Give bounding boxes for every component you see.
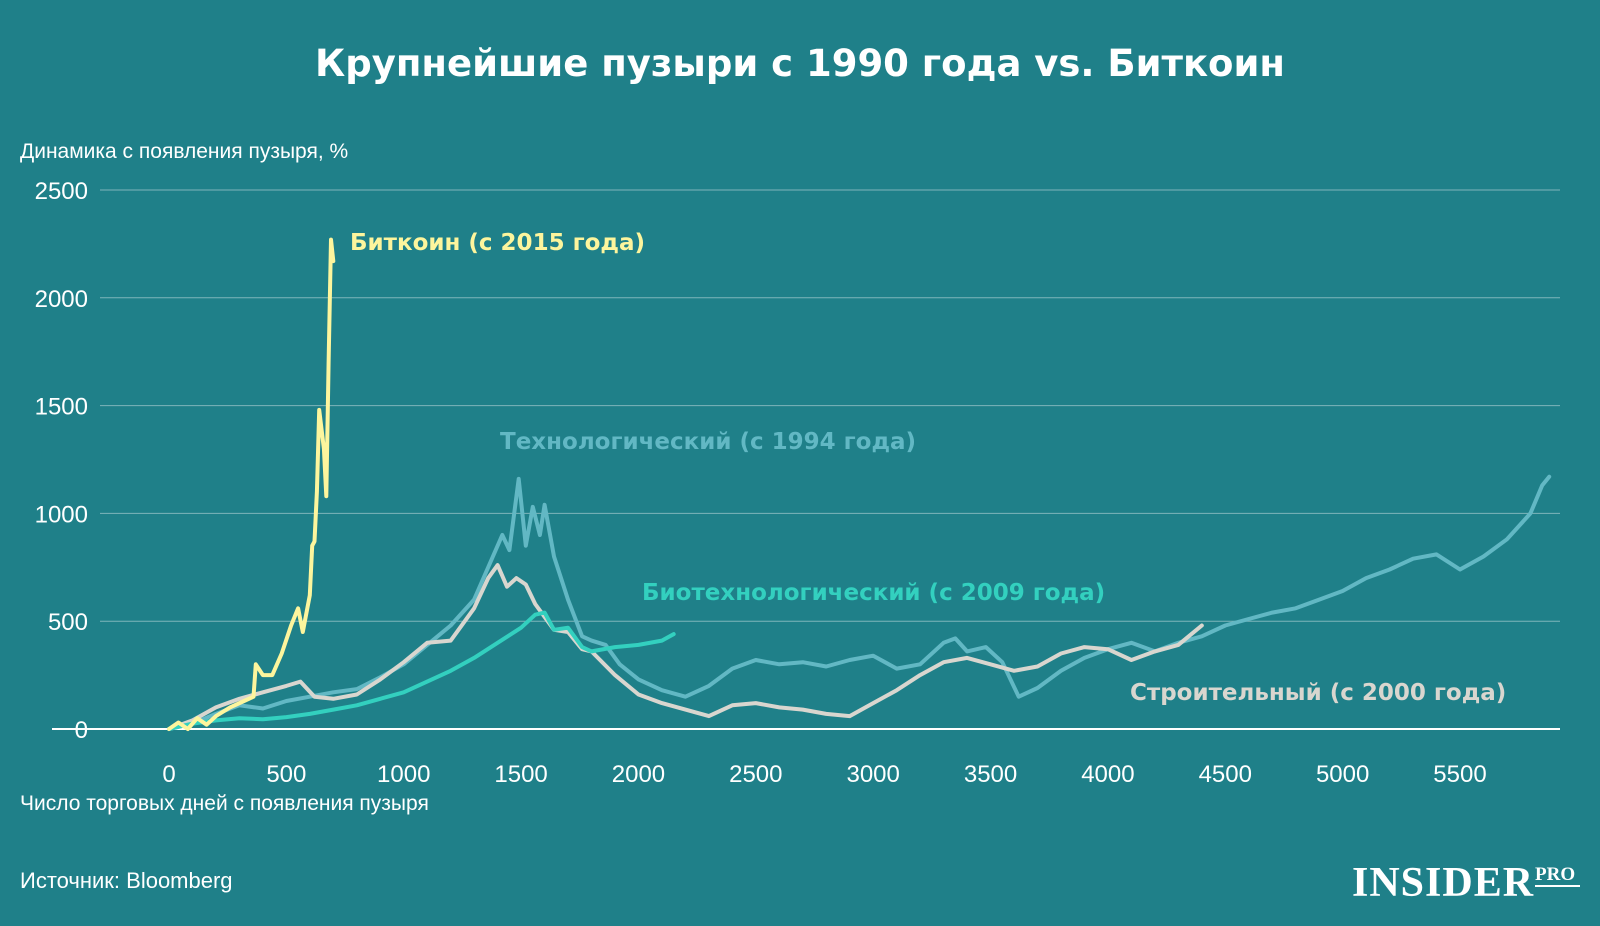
series-lines xyxy=(167,237,1552,731)
y-tick-label: 1500 xyxy=(35,394,88,421)
x-tick-label: 5000 xyxy=(1316,761,1369,788)
insider-pro-logo: INSIDER PRO xyxy=(1352,860,1580,906)
x-tick-label: 4000 xyxy=(1081,761,1134,788)
logo-insider-text: INSIDER xyxy=(1352,860,1534,906)
y-axis-label: Динамика с появления пузыря, % xyxy=(20,140,348,163)
grid xyxy=(52,189,1560,730)
series-line-bitcoin xyxy=(167,237,336,731)
y-tick-label: 2500 xyxy=(35,178,88,205)
y-tick-label: 0 xyxy=(75,717,88,744)
y-tick-label: 1000 xyxy=(35,501,88,528)
x-tick-label: 1000 xyxy=(377,761,430,788)
series-label-bitcoin: Биткоин (с 2015 года) xyxy=(350,230,645,256)
x-tick-label: 3500 xyxy=(964,761,1017,788)
x-tick-label: 0 xyxy=(162,761,175,788)
x-tick-label: 4500 xyxy=(1199,761,1252,788)
x-tick-label: 2500 xyxy=(729,761,782,788)
logo-pro-text: PRO xyxy=(1535,864,1575,885)
x-tick-label: 1500 xyxy=(494,761,547,788)
series-labels: Биткоин (с 2015 года) Технологический (с … xyxy=(350,230,1506,706)
series-line-construction xyxy=(167,563,1204,731)
x-axis-label: Число торговых дней с появления пузыря xyxy=(20,792,429,815)
y-tick-label: 2000 xyxy=(35,286,88,313)
x-tick-label: 5500 xyxy=(1433,761,1486,788)
x-tick-label: 3000 xyxy=(846,761,899,788)
x-tick-label: 500 xyxy=(266,761,306,788)
series-line-biotech xyxy=(167,610,676,731)
series-label-biotech: Биотехнологический (с 2009 года) xyxy=(642,580,1105,606)
x-axis-ticks: 0 500 1000 1500 2000 2500 3000 3500 4000 4500 5000… xyxy=(162,761,1486,788)
y-tick-label: 500 xyxy=(48,609,88,636)
series-label-construction: Строительный (с 2000 года) xyxy=(1130,680,1506,706)
y-axis-ticks: 0 500 1000 1500 2000 2500 xyxy=(35,178,88,744)
source-note: Источник: Bloomberg xyxy=(20,868,233,893)
chart-title: Крупнейшие пузыри с 1990 года vs. Биткои… xyxy=(315,42,1285,85)
series-line-tech xyxy=(167,474,1552,731)
x-tick-label: 2000 xyxy=(612,761,665,788)
series-label-tech: Технологический (с 1994 года) xyxy=(500,429,916,455)
